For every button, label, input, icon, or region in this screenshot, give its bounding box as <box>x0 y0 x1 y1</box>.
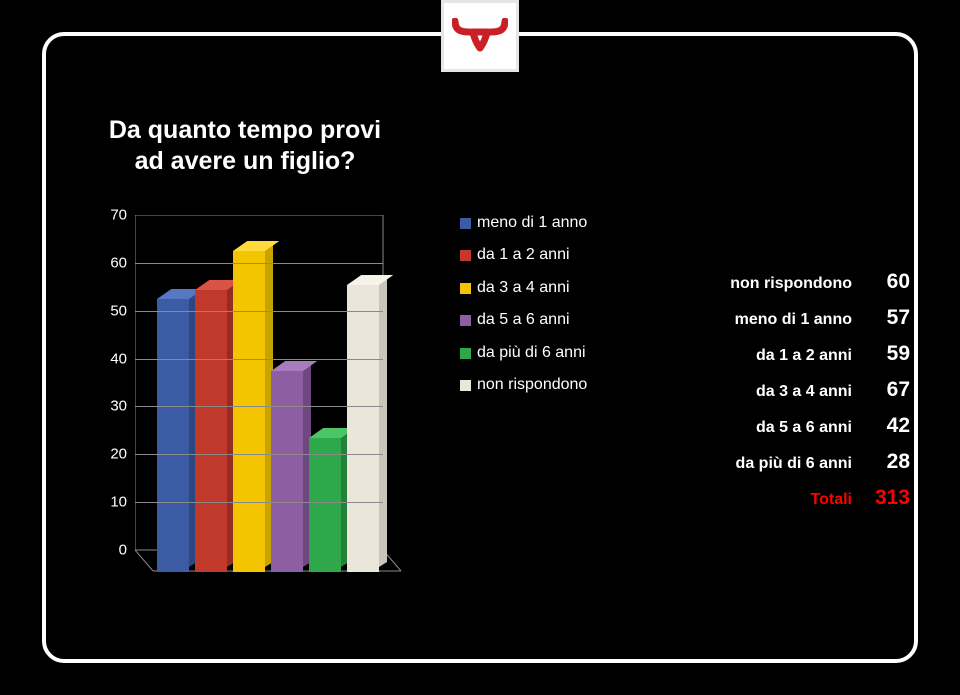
legend-item: non rispondono <box>460 376 590 394</box>
bar-piu6 <box>309 438 341 572</box>
legend-label: da più di 6 anni <box>477 344 586 362</box>
table-row: da 3 a 4 anni67 <box>620 378 910 402</box>
table-row-label: meno di 1 anno <box>620 311 852 329</box>
table-row-label: da 5 a 6 anni <box>620 419 852 437</box>
gridline <box>135 406 383 407</box>
table-total-value: 313 <box>852 486 910 510</box>
table-row: da 1 a 2 anni59 <box>620 342 910 366</box>
table-row-value: 60 <box>852 270 910 294</box>
bar-nonris <box>347 285 379 572</box>
brace-icon <box>452 18 508 54</box>
gridline <box>135 311 383 312</box>
chart-title: Da quanto tempo provi ad avere un figlio… <box>95 115 395 178</box>
y-tick-label: 20 <box>110 446 127 463</box>
chart-legend: meno di 1 anno da 1 a 2 anni da 3 a 4 anni… <box>460 214 590 408</box>
bar-front <box>195 290 227 572</box>
legend-swatch <box>460 283 471 294</box>
legend-item: meno di 1 anno <box>460 214 590 232</box>
legend-label: da 5 a 6 anni <box>477 311 570 329</box>
legend-swatch <box>460 218 471 229</box>
bar-meno1 <box>157 299 189 572</box>
bar-front <box>309 438 341 572</box>
table-row-value: 57 <box>852 306 910 330</box>
y-tick-label: 30 <box>110 398 127 415</box>
legend-label: da 3 a 4 anni <box>477 279 570 297</box>
table-row: da più di 6 anni28 <box>620 450 910 474</box>
legend-label: meno di 1 anno <box>477 214 587 232</box>
bar-side <box>379 275 387 567</box>
table-row-value: 67 <box>852 378 910 402</box>
y-tick-label: 40 <box>110 350 127 367</box>
table-row-value: 59 <box>852 342 910 366</box>
bar-da3a4 <box>233 251 265 572</box>
bar-front <box>271 371 303 572</box>
y-tick-label: 0 <box>119 542 127 559</box>
legend-label: non rispondono <box>477 376 587 394</box>
table-row-label: non rispondono <box>620 275 852 293</box>
bar-da1a2 <box>195 290 227 572</box>
table-row-label: da 3 a 4 anni <box>620 383 852 401</box>
gridline <box>135 359 383 360</box>
table-row-value: 42 <box>852 414 910 438</box>
table-row: meno di 1 anno57 <box>620 306 910 330</box>
legend-item: da più di 6 anni <box>460 344 590 362</box>
bar-front <box>233 251 265 572</box>
table-row-value: 28 <box>852 450 910 474</box>
legend-item: da 5 a 6 anni <box>460 311 590 329</box>
bar-front <box>157 299 189 572</box>
table-row: da 5 a 6 anni42 <box>620 414 910 438</box>
bar-chart: 010203040506070 <box>95 215 435 595</box>
table-row-label: da più di 6 anni <box>620 455 852 473</box>
bar-da5a6 <box>271 371 303 572</box>
y-tick-label: 60 <box>110 254 127 271</box>
bars-container <box>153 237 401 572</box>
legend-swatch <box>460 380 471 391</box>
table-row: non rispondono60 <box>620 270 910 294</box>
data-table: non rispondono60meno di 1 anno57da 1 a 2… <box>620 270 910 522</box>
legend-item: da 3 a 4 anni <box>460 279 590 297</box>
y-tick-label: 50 <box>110 302 127 319</box>
y-tick-label: 70 <box>110 207 127 224</box>
table-total-row: Totali313 <box>620 486 910 510</box>
gridline <box>135 454 383 455</box>
bar-front <box>347 285 379 572</box>
table-total-label: Totali <box>620 491 852 509</box>
y-tick-label: 10 <box>110 494 127 511</box>
gridline <box>135 502 383 503</box>
gridline <box>135 263 383 264</box>
legend-swatch <box>460 250 471 261</box>
legend-swatch <box>460 348 471 359</box>
table-row-label: da 1 a 2 anni <box>620 347 852 365</box>
legend-swatch <box>460 315 471 326</box>
legend-label: da 1 a 2 anni <box>477 246 570 264</box>
legend-item: da 1 a 2 anni <box>460 246 590 264</box>
logo-box <box>441 0 519 72</box>
